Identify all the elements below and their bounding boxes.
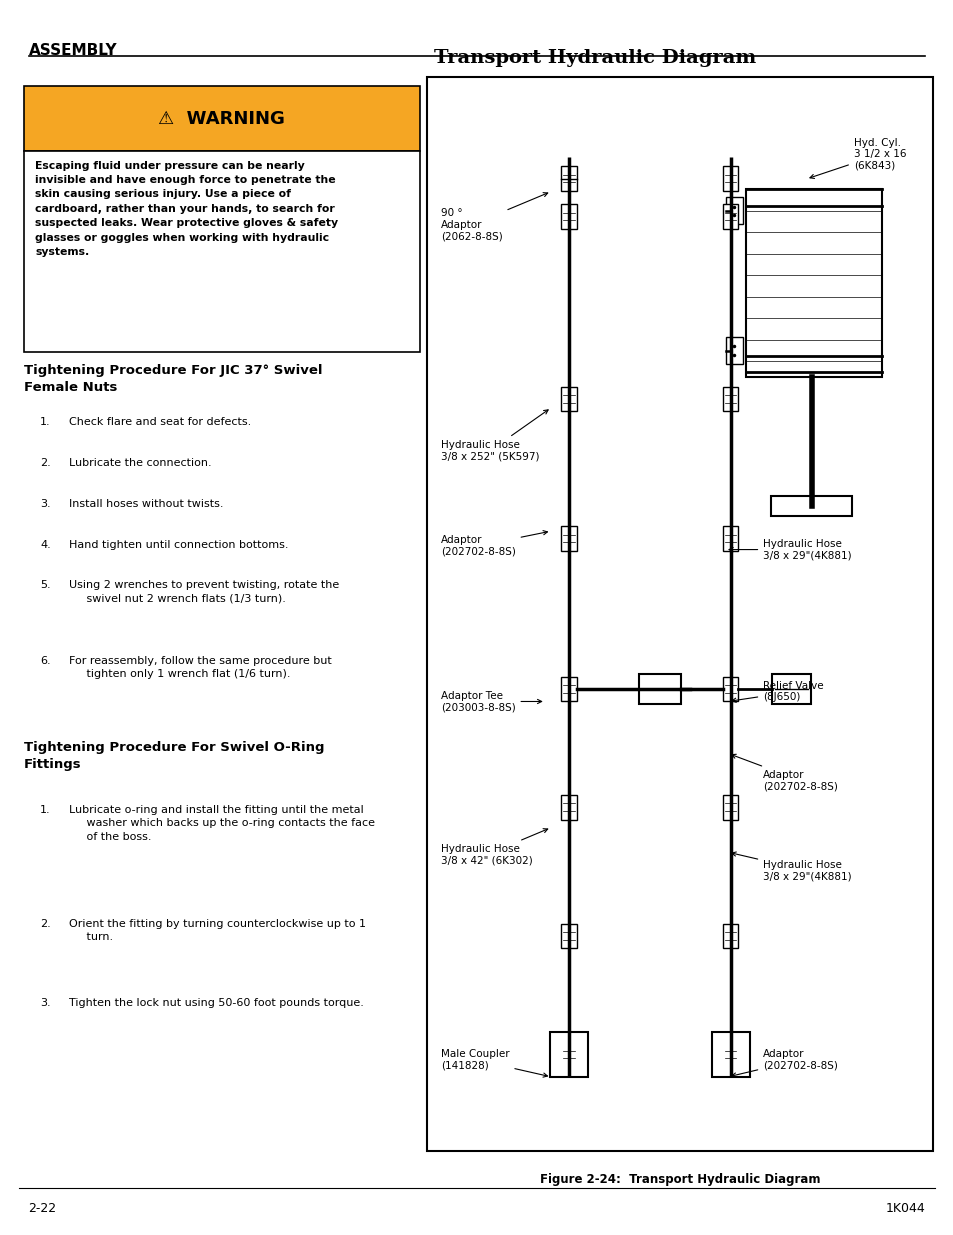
Text: Hyd. Cyl.
3 1/2 x 16
(6K843): Hyd. Cyl. 3 1/2 x 16 (6K843) xyxy=(809,138,905,178)
Text: Lubricate o-ring and install the fitting until the metal
     washer which backs: Lubricate o-ring and install the fitting… xyxy=(69,805,375,841)
Text: 2.: 2. xyxy=(40,458,51,468)
FancyBboxPatch shape xyxy=(24,151,419,352)
Bar xyxy=(722,1042,738,1067)
Bar xyxy=(722,204,738,228)
Text: ASSEMBLY: ASSEMBLY xyxy=(29,43,117,58)
Text: 3.: 3. xyxy=(40,499,51,509)
Bar xyxy=(722,387,738,411)
Text: 3.: 3. xyxy=(40,998,51,1008)
Text: 1.: 1. xyxy=(40,805,51,815)
Bar xyxy=(722,677,738,701)
Bar xyxy=(560,795,576,820)
Text: Male Coupler
(141828): Male Coupler (141828) xyxy=(440,1049,547,1077)
Text: 1.: 1. xyxy=(40,417,51,427)
Text: Hydraulic Hose
3/8 x 29"(4K881): Hydraulic Hose 3/8 x 29"(4K881) xyxy=(731,852,851,882)
Text: Hydraulic Hose
3/8 x 42" (6K302): Hydraulic Hose 3/8 x 42" (6K302) xyxy=(440,829,547,866)
Text: ⚠  WARNING: ⚠ WARNING xyxy=(158,110,285,127)
Text: 1K044: 1K044 xyxy=(884,1202,924,1215)
Text: Adaptor
(202702-8-8S): Adaptor (202702-8-8S) xyxy=(731,755,837,792)
Text: 2.: 2. xyxy=(40,919,51,929)
Text: For reassembly, follow the same procedure but
     tighten only 1 wrench flat (1: For reassembly, follow the same procedur… xyxy=(69,656,331,679)
Bar xyxy=(549,1032,587,1077)
Bar xyxy=(711,1032,749,1077)
Bar xyxy=(560,204,576,228)
Bar xyxy=(725,198,742,225)
Bar xyxy=(560,387,576,411)
Bar xyxy=(560,167,576,191)
Text: Transport Hydraulic Diagram: Transport Hydraulic Diagram xyxy=(434,49,756,68)
Bar xyxy=(722,167,738,191)
Bar xyxy=(560,924,576,948)
Text: Figure 2-24:  Transport Hydraulic Diagram: Figure 2-24: Transport Hydraulic Diagram xyxy=(539,1173,820,1187)
Text: Install hoses without twists.: Install hoses without twists. xyxy=(69,499,223,509)
Bar xyxy=(722,795,738,820)
Text: Adaptor Tee
(203003-8-8S): Adaptor Tee (203003-8-8S) xyxy=(440,690,541,713)
Bar xyxy=(725,337,742,364)
Text: Adaptor
(202702-8-8S): Adaptor (202702-8-8S) xyxy=(731,1049,837,1077)
Text: Tighten the lock nut using 50-60 foot pounds torque.: Tighten the lock nut using 50-60 foot po… xyxy=(69,998,363,1008)
Bar xyxy=(772,673,810,704)
Text: Check flare and seat for defects.: Check flare and seat for defects. xyxy=(69,417,251,427)
Bar xyxy=(560,677,576,701)
Text: 5.: 5. xyxy=(40,580,51,590)
Text: Hydraulic Hose
3/8 x 29"(4K881): Hydraulic Hose 3/8 x 29"(4K881) xyxy=(728,538,851,561)
Bar xyxy=(770,496,851,516)
Bar xyxy=(722,526,738,551)
Text: Hydraulic Hose
3/8 x 252" (5K597): Hydraulic Hose 3/8 x 252" (5K597) xyxy=(440,410,548,462)
Bar xyxy=(560,1042,576,1067)
Text: Orient the fitting by turning counterclockwise up to 1
     turn.: Orient the fitting by turning counterclo… xyxy=(69,919,365,942)
Bar xyxy=(722,924,738,948)
FancyBboxPatch shape xyxy=(427,77,932,1151)
Text: Escaping fluid under pressure can be nearly
invisible and have enough force to p: Escaping fluid under pressure can be nea… xyxy=(35,161,338,257)
Bar xyxy=(638,673,680,704)
Text: 2-22: 2-22 xyxy=(29,1202,56,1215)
Text: 4.: 4. xyxy=(40,540,51,550)
Text: Using 2 wrenches to prevent twisting, rotate the
     swivel nut 2 wrench flats : Using 2 wrenches to prevent twisting, ro… xyxy=(69,580,338,604)
Text: Tightening Procedure For Swivel O-Ring
Fittings: Tightening Procedure For Swivel O-Ring F… xyxy=(24,741,324,771)
Text: 90 °
Adaptor
(2062-8-8S): 90 ° Adaptor (2062-8-8S) xyxy=(440,193,547,241)
FancyBboxPatch shape xyxy=(24,86,419,151)
Bar xyxy=(560,526,576,551)
Text: Lubricate the connection.: Lubricate the connection. xyxy=(69,458,212,468)
Text: Tightening Procedure For JIC 37° Swivel
Female Nuts: Tightening Procedure For JIC 37° Swivel … xyxy=(24,364,322,394)
Text: Relief Valve
(8J650): Relief Valve (8J650) xyxy=(731,680,823,703)
Text: Adaptor
(202702-8-8S): Adaptor (202702-8-8S) xyxy=(440,531,547,557)
Text: Hand tighten until connection bottoms.: Hand tighten until connection bottoms. xyxy=(69,540,288,550)
Bar xyxy=(745,189,882,378)
Text: 6.: 6. xyxy=(40,656,51,666)
